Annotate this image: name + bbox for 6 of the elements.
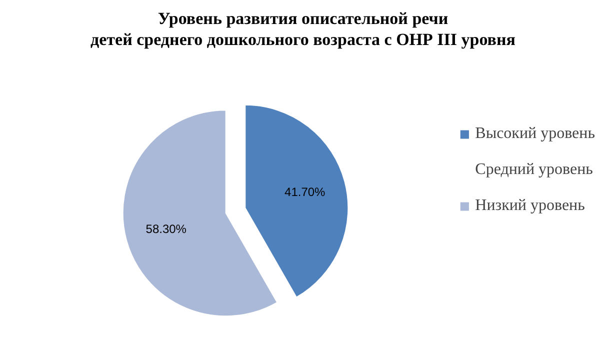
legend-label: Высокий уровень <box>475 125 595 143</box>
data-label: 41.70% <box>284 184 326 199</box>
data-label: 58.30% <box>146 222 187 236</box>
chart-title: Уровень развития описательной речи детей среднего дошкольного возраста с ОНР III уровня <box>90 9 516 49</box>
legend-label: Низкий уровень <box>475 197 585 215</box>
category-label: Средний уровень <box>475 161 593 178</box>
